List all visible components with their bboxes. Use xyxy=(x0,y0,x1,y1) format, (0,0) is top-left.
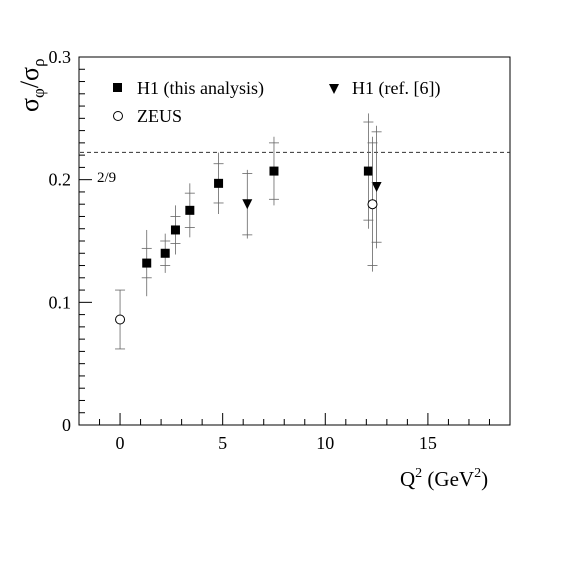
x-tick-label: 5 xyxy=(218,433,227,453)
x-axis-label: Q2 (GeV2) xyxy=(400,466,488,491)
legend: H1 (this analysis) H1 (ref. [6]) ZEUS xyxy=(113,78,440,126)
series-h1_ref xyxy=(242,125,382,249)
legend-label-zeus: ZEUS xyxy=(137,106,182,126)
data-point-triangle xyxy=(371,182,382,193)
data-series xyxy=(115,113,382,350)
data-point-square xyxy=(214,178,224,188)
legend-label-h1-ref: H1 (ref. [6]) xyxy=(352,78,440,99)
y-label-num-subscript: φ xyxy=(29,88,48,98)
data-point-square xyxy=(363,166,373,176)
y-tick-label: 0.3 xyxy=(49,47,72,67)
x-label-unit-open: (GeV xyxy=(422,467,474,491)
x-tick-label: 10 xyxy=(316,433,334,453)
data-point-circle xyxy=(115,314,126,325)
data-point-square xyxy=(269,166,279,176)
y-tick-label: 0.1 xyxy=(49,292,72,312)
legend-label-h1-this: H1 (this analysis) xyxy=(137,78,264,99)
y-tick-label: 0 xyxy=(62,415,71,435)
series-h1_this xyxy=(141,113,374,297)
x-label-q-superscript: 2 xyxy=(415,466,422,481)
y-axis-label: σφ/σρ xyxy=(15,58,48,112)
x-label-unit-superscript: 2 xyxy=(474,466,481,481)
y-label-slash: / xyxy=(15,80,44,88)
y-axis-ticks: 0 0.1 0.2 0.3 xyxy=(49,47,92,435)
data-point-square xyxy=(142,258,152,268)
x-tick-label: 15 xyxy=(419,433,437,453)
series-zeus xyxy=(115,136,378,350)
x-label-q: Q xyxy=(400,467,415,491)
x-label-unit-close: ) xyxy=(481,467,488,491)
x-tick-label: 0 xyxy=(116,433,125,453)
legend-marker-zeus xyxy=(113,111,123,121)
legend-marker-h1-this xyxy=(113,83,122,92)
legend-marker-h1-ref xyxy=(329,84,339,94)
data-point-square xyxy=(185,205,195,215)
y-tick-label: 0.2 xyxy=(49,170,72,190)
data-point-square xyxy=(160,248,170,258)
y-label-sigma-den: σ xyxy=(15,67,44,81)
reference-line-label: 2/9 xyxy=(97,170,116,186)
data-point-circle xyxy=(367,199,378,210)
x-axis-ticks: 0 5 10 15 xyxy=(99,413,490,453)
data-point-square xyxy=(170,225,180,235)
y-label-den-subscript: ρ xyxy=(29,58,48,66)
y-label-sigma-num: σ xyxy=(15,98,44,112)
data-point-triangle xyxy=(242,199,253,210)
